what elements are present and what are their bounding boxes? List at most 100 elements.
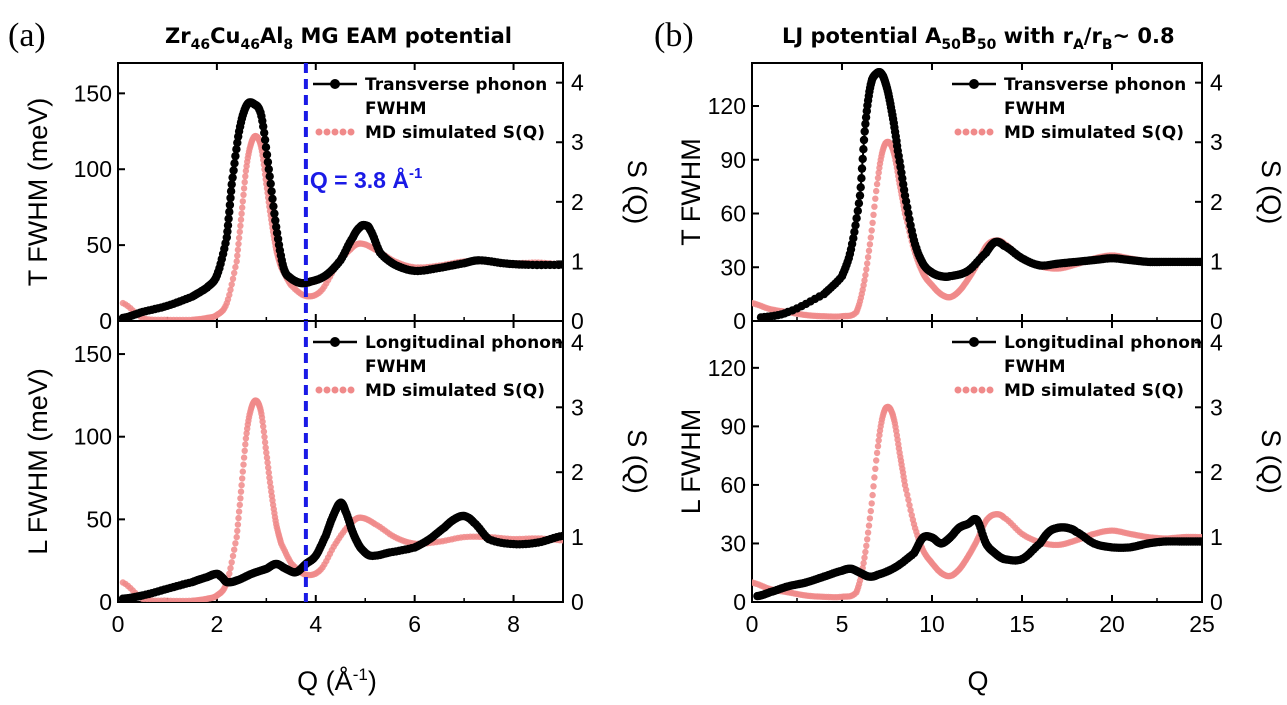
sq-point: [241, 447, 248, 454]
y2-tick-label: 1: [1210, 248, 1223, 274]
x-tick-label: 2: [210, 611, 223, 637]
sq-point: [232, 263, 239, 271]
legend-phonon-marker: [330, 79, 340, 89]
y-tick-label: 120: [708, 93, 746, 119]
plot-area: [118, 98, 563, 321]
sq-point: [261, 433, 268, 441]
sq-point: [237, 222, 244, 229]
plot-b-top: 0 30 60 90 120 0 1 2 3 4 T FWHM S (Q) Transverse pho…: [676, 62, 1286, 334]
y2-tick-label: 4: [1210, 329, 1223, 355]
legend: Longitudinal phonon FWHM MD simulated S(Q): [952, 333, 1202, 401]
phonon-point: [850, 227, 859, 237]
sq-point: [860, 282, 867, 289]
legend-sq-marker: [331, 386, 339, 394]
phonon-point: [855, 191, 865, 200]
sq-point: [860, 559, 867, 567]
y-axis-label: L FWHM (meV): [23, 368, 53, 554]
sq-point: [242, 167, 250, 175]
phonon-point: [853, 206, 862, 216]
sq-point: [265, 469, 272, 476]
x-tick-label: 0: [112, 611, 125, 637]
phonon-series: [118, 98, 563, 321]
phonon-point: [860, 127, 869, 136]
sq-point: [873, 449, 881, 457]
legend-sq-marker: [315, 386, 323, 394]
sq-point: [863, 266, 870, 273]
legend-entry: MD simulated S(Q): [365, 123, 545, 143]
phonon-point: [861, 119, 870, 129]
phonon-point: [267, 187, 276, 196]
sq-point: [871, 474, 878, 481]
sq-point: [242, 435, 250, 442]
panel-b-label: (b): [654, 17, 694, 54]
phonon-point: [223, 221, 233, 230]
sq-point: [864, 536, 871, 543]
sq-point: [872, 465, 879, 472]
sq-point: [873, 457, 880, 464]
legend-phonon-marker: [330, 337, 340, 347]
y2-tick-label: 2: [1210, 459, 1223, 485]
sq-point: [262, 444, 269, 451]
legend: Longitudinal phonon FWHM MD simulated S(Q): [313, 333, 563, 401]
y-tick-label: 30: [720, 254, 746, 280]
phonon-point: [263, 157, 273, 167]
sq-point: [239, 198, 246, 205]
sq-point: [236, 501, 243, 509]
plot-area: [752, 68, 1202, 321]
y2-tick-label: 3: [1210, 129, 1223, 155]
legend-phonon-marker: [969, 337, 979, 347]
sq-point: [866, 515, 874, 522]
phonon-point: [259, 122, 268, 131]
sq-point: [261, 439, 269, 446]
legend-entry-cont: FWHM: [1004, 357, 1066, 377]
x-tick-label: 6: [408, 611, 421, 637]
phonon-point: [857, 164, 867, 173]
phonon-point: [858, 154, 867, 164]
y2-tick-label: 0: [571, 589, 584, 615]
phonon-point: [266, 179, 275, 188]
sq-point: [265, 464, 272, 471]
sq-point: [904, 491, 911, 498]
phonon-point: [230, 159, 239, 168]
legend-sq-marker: [339, 386, 347, 394]
phonon-point: [262, 150, 272, 159]
phonon-point: [260, 128, 269, 137]
sq-point: [263, 449, 270, 456]
y2-tick-label: 2: [571, 459, 584, 485]
legend-entry: Transverse phonon: [365, 75, 547, 95]
legend-entry-cont: FWHM: [365, 99, 427, 119]
panel-a-title: Zr46Cu46Al8 MG EAM potential: [165, 24, 512, 53]
sq-series: [752, 138, 1202, 320]
sq-point: [228, 281, 235, 288]
sq-point: [234, 252, 241, 259]
phonon-point: [857, 174, 866, 183]
plot-frame: [117, 320, 564, 603]
plot-area: [752, 403, 1202, 601]
sq-point: [875, 437, 882, 444]
sq-point: [226, 570, 233, 577]
sq-point: [266, 474, 273, 481]
sq-point: [242, 441, 249, 448]
sq-series: [752, 403, 1202, 601]
y2-tick-label: 0: [571, 308, 584, 334]
phonon-point: [265, 172, 274, 181]
y-axis-label: L FWHM: [676, 409, 706, 514]
sq-point: [873, 180, 881, 188]
phonon-point: [558, 260, 563, 269]
sq-point: [260, 423, 267, 430]
sq-point: [862, 271, 869, 279]
legend-entry: Transverse phonon: [1004, 75, 1186, 95]
plot-a-top: 0 50 100 150 0 1 2 3 4 T FWHM (meV) S (Q) Q = 3.8 Å…: [23, 62, 652, 334]
sq-point: [864, 529, 872, 536]
y2-axis-label: S (Q): [622, 160, 652, 225]
legend-entry: MD simulated S(Q): [1004, 123, 1184, 143]
sq-point: [259, 418, 266, 425]
phonon-point: [856, 183, 865, 192]
sq-point: [266, 479, 274, 486]
sq-point: [868, 227, 875, 234]
y-tick-label: 150: [74, 341, 112, 367]
legend-entry: MD simulated S(Q): [365, 381, 545, 401]
legend-sq-marker: [347, 128, 355, 136]
sq-point: [226, 291, 233, 299]
